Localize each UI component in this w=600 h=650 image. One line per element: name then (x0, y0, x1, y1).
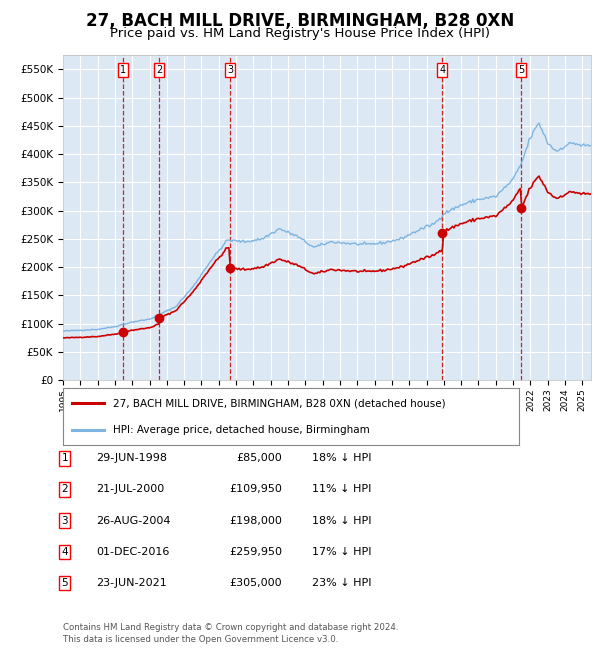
Text: 3: 3 (227, 65, 233, 75)
Text: 1: 1 (121, 65, 127, 75)
Text: 11% ↓ HPI: 11% ↓ HPI (312, 484, 371, 495)
Text: £109,950: £109,950 (229, 484, 282, 495)
Text: 01-DEC-2016: 01-DEC-2016 (96, 547, 169, 557)
Text: £198,000: £198,000 (229, 515, 282, 526)
Text: 1: 1 (61, 453, 68, 463)
Text: 23-JUN-2021: 23-JUN-2021 (96, 578, 167, 588)
Text: 27, BACH MILL DRIVE, BIRMINGHAM, B28 0XN: 27, BACH MILL DRIVE, BIRMINGHAM, B28 0XN (86, 12, 514, 30)
Text: 2: 2 (61, 484, 68, 495)
Text: HPI: Average price, detached house, Birmingham: HPI: Average price, detached house, Birm… (113, 425, 370, 435)
Text: 17% ↓ HPI: 17% ↓ HPI (312, 547, 371, 557)
Text: 2: 2 (156, 65, 162, 75)
Text: 26-AUG-2004: 26-AUG-2004 (96, 515, 170, 526)
Text: 18% ↓ HPI: 18% ↓ HPI (312, 515, 371, 526)
Text: 21-JUL-2000: 21-JUL-2000 (96, 484, 164, 495)
Text: £85,000: £85,000 (236, 453, 282, 463)
Text: 4: 4 (61, 547, 68, 557)
Text: This data is licensed under the Open Government Licence v3.0.: This data is licensed under the Open Gov… (63, 634, 338, 644)
Text: 18% ↓ HPI: 18% ↓ HPI (312, 453, 371, 463)
Text: 27, BACH MILL DRIVE, BIRMINGHAM, B28 0XN (detached house): 27, BACH MILL DRIVE, BIRMINGHAM, B28 0XN… (113, 398, 446, 408)
Text: 5: 5 (518, 65, 524, 75)
Text: 4: 4 (439, 65, 446, 75)
Text: 5: 5 (61, 578, 68, 588)
Text: Price paid vs. HM Land Registry's House Price Index (HPI): Price paid vs. HM Land Registry's House … (110, 27, 490, 40)
Text: 29-JUN-1998: 29-JUN-1998 (96, 453, 167, 463)
Text: 23% ↓ HPI: 23% ↓ HPI (312, 578, 371, 588)
Text: £305,000: £305,000 (229, 578, 282, 588)
Text: Contains HM Land Registry data © Crown copyright and database right 2024.: Contains HM Land Registry data © Crown c… (63, 623, 398, 632)
Text: £259,950: £259,950 (229, 547, 282, 557)
Text: 3: 3 (61, 515, 68, 526)
